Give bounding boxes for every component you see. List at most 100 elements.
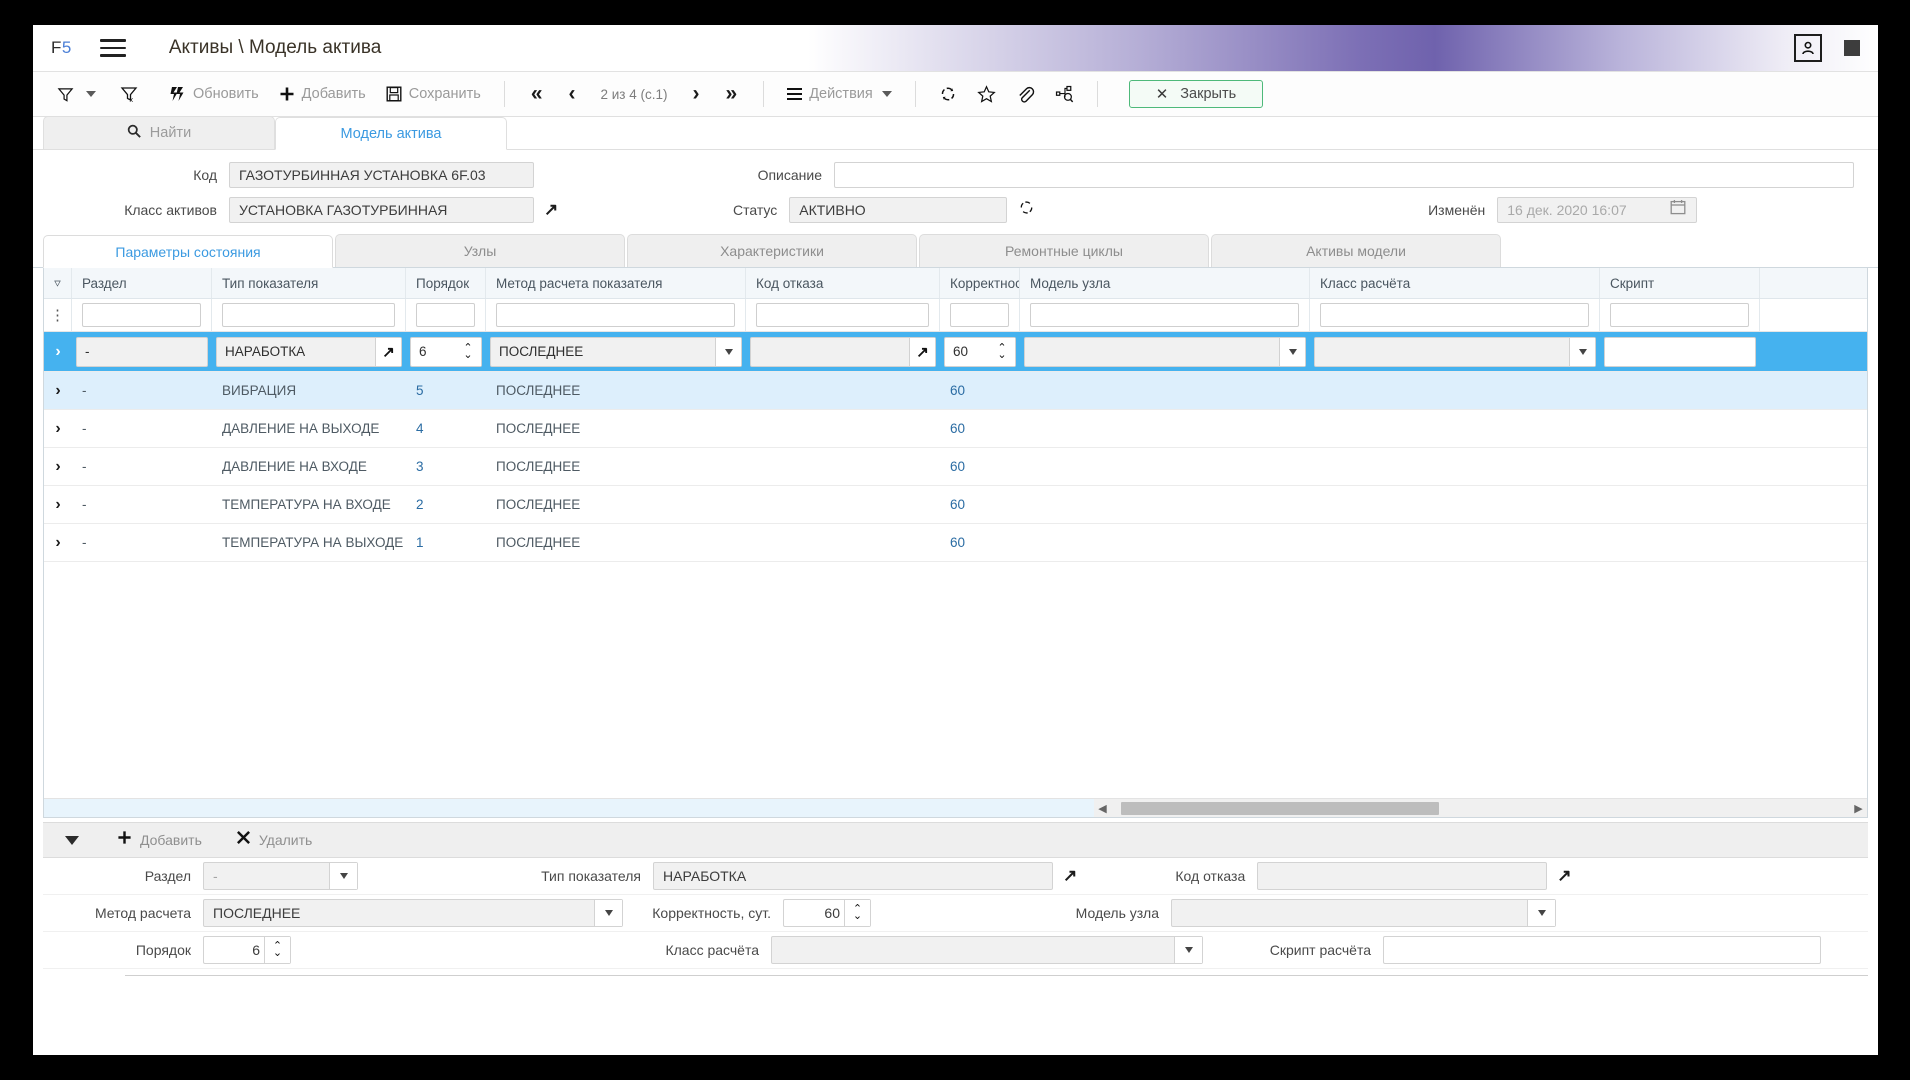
cell-section[interactable]: - [82,497,87,512]
filter-order[interactable] [406,299,486,331]
edit-cell-script[interactable] [1600,335,1760,368]
cell-script[interactable] [1600,524,1760,561]
cell-fail-code[interactable] [746,410,940,447]
filter-script[interactable] [1600,299,1760,331]
save-button[interactable]: Сохранить [376,82,491,106]
col-header-section[interactable]: Раздел [72,268,212,298]
edit-row-expand-icon[interactable]: › [55,342,61,360]
cell-section[interactable]: - [82,535,87,550]
prev-page-button[interactable]: ‹ [568,82,576,105]
menu-icon[interactable] [99,34,126,62]
clear-filter-button[interactable]: x [110,81,148,107]
cell-order[interactable]: 2 [416,497,424,512]
cell-fail-code[interactable] [746,524,940,561]
calendar-icon[interactable] [1670,199,1686,220]
detail-node-model-dropdown-icon[interactable] [1527,900,1555,926]
close-button[interactable]: ✕ Закрыть [1128,80,1264,108]
user-account-icon[interactable] [1794,34,1822,62]
collapse-detail-icon[interactable] [65,835,79,845]
asset-class-field[interactable]: УСТАНОВКА ГАЗОТУРБИННАЯ [229,196,534,223]
structure-search-button[interactable] [1045,81,1084,108]
actions-button[interactable]: Действия [777,82,902,106]
tab-model-assets[interactable]: Активы модели [1211,234,1501,267]
cell-method[interactable]: ПОСЛЕДНЕЕ [496,497,581,512]
cell-fail-code[interactable] [746,372,940,409]
grid-edit-row[interactable]: › - НАРАБОТКА ↗ 6 ⌃ ⌄ [44,332,1867,372]
cell-method[interactable]: ПОСЛЕДНЕЕ [496,459,581,474]
detail-correctness-field[interactable]: 60 ⌃ ⌄ [783,899,871,927]
detail-section-field[interactable]: - [203,862,358,890]
first-page-button[interactable]: « [530,82,543,105]
table-row[interactable]: › - ТЕМПЕРАТУРА НА ВХОДЕ 2 ПОСЛЕДНЕЕ 60 [44,486,1867,524]
detail-delete-button[interactable]: Удалить [222,827,326,853]
tab-asset-model[interactable]: Модель актива [275,117,507,150]
scrollbar-track[interactable] [1111,799,1850,817]
detail-calc-class-dropdown-icon[interactable] [1174,937,1202,963]
detail-order-field[interactable]: 6 ⌃ ⌄ [203,936,291,964]
filter-method[interactable] [486,299,746,331]
row-expand-icon[interactable]: › [55,533,61,551]
tab-search[interactable]: Найти [43,116,275,149]
detail-node-model-field[interactable] [1171,899,1556,927]
filter-section[interactable] [72,299,212,331]
detail-fail-code-field[interactable] [1257,862,1548,890]
cell-correctness[interactable]: 60 [950,535,966,550]
attachment-button[interactable] [1006,81,1045,108]
favorite-button[interactable] [967,81,1006,108]
cell-node-model[interactable] [1020,524,1310,561]
detail-section-dropdown-icon[interactable] [329,863,357,889]
col-header-correctness[interactable]: Корректность [940,268,1020,298]
edit-type-open-icon[interactable]: ↗ [375,337,401,366]
cell-order[interactable]: 1 [416,535,424,550]
edit-cell-type[interactable]: НАРАБОТКА ↗ [212,335,406,368]
cell-fail-code[interactable] [746,486,940,523]
detail-fail-code-open-icon[interactable]: ↗ [1557,866,1572,885]
row-expand-icon[interactable]: › [55,495,61,513]
cell-type[interactable]: ВИБРАЦИЯ [222,383,297,398]
add-button[interactable]: Добавить [269,82,376,106]
col-header-node-model[interactable]: Модель узла [1020,268,1310,298]
cell-script[interactable] [1600,486,1760,523]
cell-calc-class[interactable] [1310,448,1600,485]
cell-fail-code[interactable] [746,448,940,485]
tab-repair-cycles[interactable]: Ремонтные циклы [919,234,1209,267]
cell-method[interactable]: ПОСЛЕДНЕЕ [496,383,581,398]
edit-correctness-spinner[interactable]: ⌃ ⌄ [989,337,1015,366]
window-maximize-icon[interactable] [1844,40,1860,56]
description-field[interactable] [834,161,1854,188]
cell-section[interactable]: - [82,459,87,474]
cell-method[interactable]: ПОСЛЕДНЕЕ [496,535,581,550]
cell-script[interactable] [1600,410,1760,447]
cell-correctness[interactable]: 60 [950,497,966,512]
col-header-script[interactable]: Скрипт [1600,268,1760,298]
grid-sort-icon[interactable] [44,268,72,298]
status-refresh-icon[interactable] [1018,199,1035,221]
cell-node-model[interactable] [1020,410,1310,447]
cell-order[interactable]: 5 [416,383,424,398]
table-row[interactable]: › - ДАВЛЕНИЕ НА ВЫХОДЕ 4 ПОСЛЕДНЕЕ 60 [44,410,1867,448]
detail-script-field[interactable] [1383,936,1821,964]
code-field[interactable]: ГАЗОТУРБИННАЯ УСТАНОВКА 6F.03 [229,161,534,188]
scrollbar-thumb[interactable] [1121,802,1439,815]
cell-order[interactable]: 3 [416,459,424,474]
cell-type[interactable]: ТЕМПЕРАТУРА НА ВХОДЕ [222,497,391,512]
detail-type-field[interactable]: НАРАБОТКА [653,862,1053,890]
detail-order-spinner[interactable]: ⌃ ⌄ [264,937,290,963]
scroll-left-icon[interactable]: ◀ [1098,802,1107,815]
cell-calc-class[interactable] [1310,524,1600,561]
filter-node-model[interactable] [1020,299,1310,331]
cell-correctness[interactable]: 60 [950,383,966,398]
cell-node-model[interactable] [1020,448,1310,485]
row-expand-icon[interactable]: › [55,457,61,475]
detail-add-button[interactable]: Добавить [103,827,216,853]
last-page-button[interactable]: » [725,82,738,105]
cell-section[interactable]: - [82,421,87,436]
detail-method-dropdown-icon[interactable] [594,900,622,926]
cell-order[interactable]: 4 [416,421,424,436]
filter-dropdown-icon[interactable] [86,91,96,97]
cell-calc-class[interactable] [1310,372,1600,409]
filter-type[interactable] [212,299,406,331]
cell-node-model[interactable] [1020,486,1310,523]
scroll-right-icon[interactable]: ▶ [1854,802,1863,815]
detail-correctness-spinner[interactable]: ⌃ ⌄ [844,900,870,926]
